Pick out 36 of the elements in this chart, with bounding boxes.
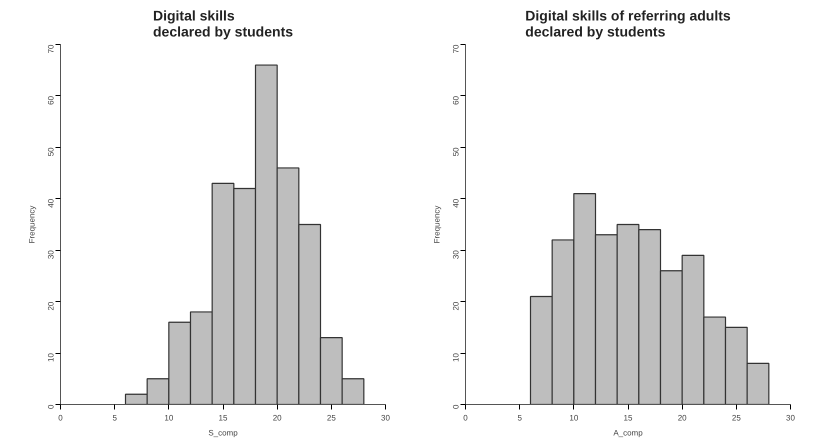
- y-tick-label: 0: [46, 404, 56, 409]
- y-tick-label: 20: [46, 301, 56, 311]
- y-tick-label: 70: [452, 44, 460, 54]
- x-tick-label: 15: [624, 414, 633, 422]
- y-tick-label: 70: [46, 44, 56, 54]
- x-tick-label: 0: [58, 414, 64, 422]
- x-axis-title: S_comp: [208, 428, 238, 438]
- y-axis-title: Frequency: [28, 206, 36, 244]
- x-tick-label: 25: [326, 414, 336, 422]
- chart-title: Digital skills of referring adults declared by students: [525, 8, 731, 40]
- chart-title: Digital skills declared by students: [152, 8, 294, 40]
- y-axis-title: Frequency: [432, 206, 442, 244]
- y-tick-label: 40: [452, 198, 460, 208]
- x-tick-label: 10: [569, 414, 579, 422]
- y-tick-label: 10: [452, 352, 460, 362]
- x-tick-label: 0: [463, 414, 468, 422]
- x-axis-title: A_comp: [613, 428, 644, 438]
- y-tick-label: 50: [46, 146, 56, 156]
- y-tick-label: 30: [46, 250, 56, 260]
- x-tick-label: 5: [517, 414, 522, 422]
- x-tick-label: 20: [272, 414, 282, 422]
- y-tick-label: 20: [452, 301, 460, 311]
- y-tick-label: 10: [46, 352, 56, 362]
- y-tick-label: 40: [46, 198, 56, 208]
- y-tick-label: 30: [452, 250, 460, 260]
- x-tick-label: 10: [164, 414, 174, 422]
- y-tick-label: 60: [46, 95, 56, 105]
- x-tick-label: 25: [732, 414, 742, 422]
- x-tick-label: 30: [786, 414, 796, 422]
- x-tick-label: 5: [112, 414, 118, 422]
- x-tick-label: 20: [678, 414, 688, 422]
- x-tick-label: 15: [218, 414, 228, 422]
- y-tick-label: 60: [452, 95, 460, 105]
- y-tick-label: 0: [452, 404, 460, 409]
- y-tick-label: 50: [452, 146, 460, 156]
- x-tick-label: 30: [381, 414, 390, 422]
